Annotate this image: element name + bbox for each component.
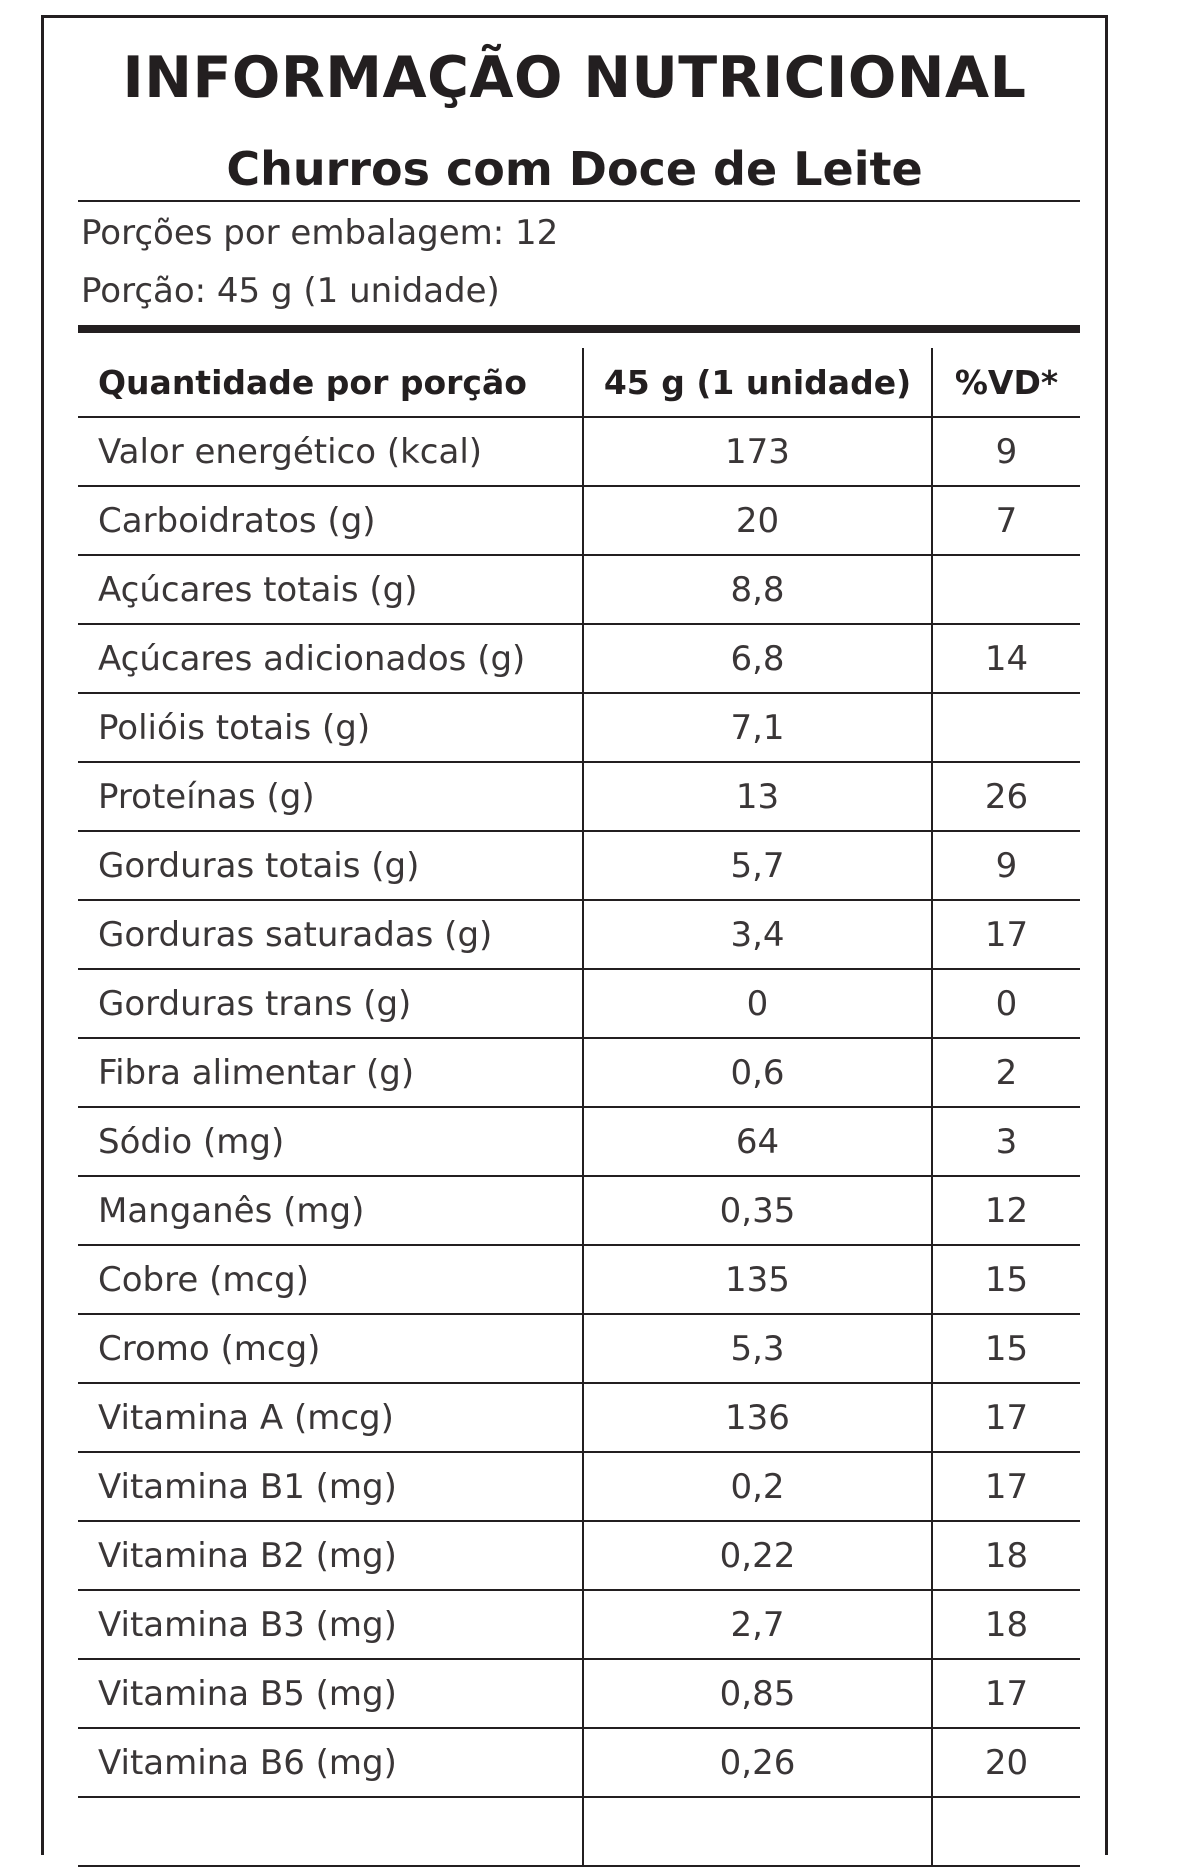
nutrient-daily-value: 17 — [932, 1452, 1080, 1522]
table-row: Manganês (mg) 0,35 12 — [78, 1176, 1080, 1246]
nutrient-name: Açúcares totais (g) — [78, 555, 584, 625]
nutrient-daily-value: 18 — [932, 1521, 1080, 1591]
nutrient-amount: 0,26 — [583, 1728, 933, 1798]
nutrient-daily-value: 20 — [932, 1728, 1080, 1798]
nutrient-amount: 8,8 — [583, 555, 933, 625]
table-row: Fibra alimentar (g) 0,6 2 — [78, 1038, 1080, 1108]
header-nutrient: Quantidade por porção — [78, 348, 584, 418]
nutrient-amount: 0,85 — [583, 1659, 933, 1729]
table-row: Vitamina B1 (mg) 0,2 17 — [78, 1452, 1080, 1522]
nutrient-daily-value: 14 — [932, 624, 1080, 694]
nutrient-daily-value: 7 — [932, 486, 1080, 556]
nutrient-daily-value: 15 — [932, 1314, 1080, 1384]
nutrient-name: Vitamina B2 (mg) — [78, 1521, 584, 1591]
nutrient-name: Vitamina B6 (mg) — [78, 1728, 584, 1798]
nutrient-name: Polióis totais (g) — [78, 693, 584, 763]
nutrient-daily-value: 17 — [932, 1383, 1080, 1453]
nutrient-daily-value: 17 — [932, 1659, 1080, 1729]
nutrient-name: Gorduras totais (g) — [78, 831, 584, 901]
nutrient-daily-value: 9 — [932, 831, 1080, 901]
nutrient-name: Açúcares adicionados (g) — [78, 624, 584, 694]
servings-per-package: Porções por embalagem: 12 — [81, 213, 559, 253]
nutrient-name: Manganês (mg) — [78, 1176, 584, 1246]
nutrient-daily-value: 12 — [932, 1176, 1080, 1246]
nutrient-name: Vitamina B1 (mg) — [78, 1452, 584, 1522]
nutrient-daily-value: 18 — [932, 1590, 1080, 1660]
nutrient-daily-value: 3 — [932, 1107, 1080, 1177]
nutrient-daily-value: 26 — [932, 762, 1080, 832]
nutrient-name: Proteínas (g) — [78, 762, 584, 832]
table-row: Proteínas (g) 13 26 — [78, 762, 1080, 832]
nutrient-daily-value: 17 — [932, 900, 1080, 970]
table-row: Vitamina B6 (mg) 0,26 20 — [78, 1728, 1080, 1798]
nutrient-amount: 7,1 — [583, 693, 933, 763]
nutrient-name: Valor energético (kcal) — [78, 417, 584, 487]
serving-size: Porção: 45 g (1 unidade) — [81, 271, 500, 311]
table-row: Sódio (mg) 64 3 — [78, 1107, 1080, 1177]
nutrient-name: Fibra alimentar (g) — [78, 1038, 584, 1108]
nutrient-amount: 64 — [583, 1107, 933, 1177]
table-row: Gorduras trans (g) 0 0 — [78, 969, 1080, 1039]
nutrient-amount: 0,6 — [583, 1038, 933, 1108]
nutrient-name: Sódio (mg) — [78, 1107, 584, 1177]
nutrient-name: Cobre (mcg) — [78, 1245, 584, 1315]
table-row: Valor energético (kcal) 173 9 — [78, 417, 1080, 487]
table-row: Vitamina A (mcg) 136 17 — [78, 1383, 1080, 1453]
table-row: Cobre (mcg) 135 15 — [78, 1245, 1080, 1315]
nutrient-name: Cromo (mcg) — [78, 1314, 584, 1384]
nutrient-name: Carboidratos (g) — [78, 486, 584, 556]
nutrient-amount: 13 — [583, 762, 933, 832]
table-row: Vitamina B2 (mg) 0,22 18 — [78, 1521, 1080, 1591]
nutrient-amount: 135 — [583, 1245, 933, 1315]
table-row: Vitamina B5 (mg) 0,85 17 — [78, 1659, 1080, 1729]
label-title: INFORMAÇÃO NUTRICIONAL — [122, 45, 1027, 111]
table-row: Gorduras totais (g) 5,7 9 — [78, 831, 1080, 901]
nutrient-amount: 173 — [583, 417, 933, 487]
title-divider — [78, 200, 1080, 202]
header-amount: 45 g (1 unidade) — [583, 348, 933, 418]
table-row: Açúcares adicionados (g) 6,8 14 — [78, 624, 1080, 694]
product-name: Churros com Doce de Leite — [226, 142, 923, 196]
nutrient-daily-value: 0 — [932, 969, 1080, 1039]
nutrient-name: Gorduras saturadas (g) — [78, 900, 584, 970]
nutrition-facts-label: INFORMAÇÃO NUTRICIONAL Churros com Doce … — [41, 15, 1108, 1867]
nutrient-name: Vitamina B3 (mg) — [78, 1590, 584, 1660]
nutrient-name: Vitamina A (mcg) — [78, 1383, 584, 1453]
nutrient-daily-value: 9 — [932, 417, 1080, 487]
nutrient-amount: 20 — [583, 486, 933, 556]
nutrient-amount: 0,35 — [583, 1176, 933, 1246]
table-row: Gorduras saturadas (g) 3,4 17 — [78, 900, 1080, 970]
nutrient-amount: 5,3 — [583, 1314, 933, 1384]
header-divider — [78, 325, 1080, 333]
nutrient-amount: 136 — [583, 1383, 933, 1453]
nutrient-amount: 0,22 — [583, 1521, 933, 1591]
table-row: Polióis totais (g) 7,1 — [78, 693, 1080, 763]
nutrient-name: Gorduras trans (g) — [78, 969, 584, 1039]
nutrient-name: Vitamina B5 (mg) — [78, 1659, 584, 1729]
nutrient-amount: 0,2 — [583, 1452, 933, 1522]
nutrient-amount: 3,4 — [583, 900, 933, 970]
nutrient-daily-value — [932, 555, 1080, 625]
header-daily-value: %VD* — [932, 348, 1080, 418]
nutrient-daily-value — [932, 693, 1080, 763]
nutrient-amount: 2,7 — [583, 1590, 933, 1660]
table-row: Cromo (mcg) 5,3 15 — [78, 1314, 1080, 1384]
nutrient-daily-value: 2 — [932, 1038, 1080, 1108]
nutrient-amount: 0 — [583, 969, 933, 1039]
nutrition-table: Quantidade por porção 45 g (1 unidade) %… — [78, 348, 1080, 1867]
table-row: Açúcares totais (g) 8,8 — [78, 555, 1080, 625]
table-header-row: Quantidade por porção 45 g (1 unidade) %… — [78, 348, 1080, 418]
table-row: Carboidratos (g) 20 7 — [78, 486, 1080, 556]
table-row: Vitamina B3 (mg) 2,7 18 — [78, 1590, 1080, 1660]
table-row-cut — [78, 1797, 1080, 1867]
nutrient-daily-value: 15 — [932, 1245, 1080, 1315]
nutrient-amount: 5,7 — [583, 831, 933, 901]
nutrient-amount: 6,8 — [583, 624, 933, 694]
